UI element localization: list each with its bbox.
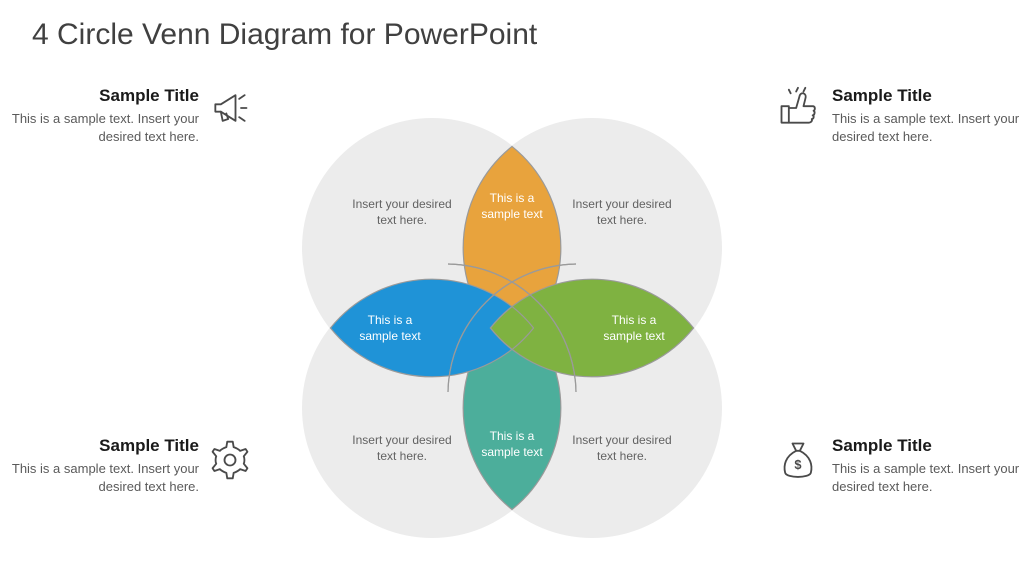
outer-bl-l1: Insert your desired xyxy=(352,433,451,447)
svg-text:sample text: sample text xyxy=(481,207,543,221)
svg-text:Insert your desired: Insert your desired xyxy=(352,433,451,447)
annotation-body: This is a sample text. Insert your desir… xyxy=(0,110,199,145)
outer-tr-l1: Insert your desired xyxy=(572,197,671,211)
slide: 4 Circle Venn Diagram for PowerPoint Sam… xyxy=(0,0,1024,576)
gear-icon xyxy=(208,438,252,482)
svg-text:Insert your desired: Insert your desired xyxy=(352,197,451,211)
outer-tl-l1: Insert your desired xyxy=(352,197,451,211)
petal-left-l1: This is a xyxy=(368,313,413,327)
annotation-body: This is a sample text. Insert your desir… xyxy=(832,460,1024,495)
petal-right-l2: sample text xyxy=(603,329,665,343)
petal-bottom-l1: This is a xyxy=(490,429,535,443)
svg-text:sample text: sample text xyxy=(603,329,665,343)
annotation-title: Sample Title xyxy=(832,86,1024,106)
thumbs-up-icon xyxy=(776,86,820,130)
annotation-top-left: Sample Title This is a sample text. Inse… xyxy=(0,86,199,145)
annotation-title: Sample Title xyxy=(0,86,199,106)
outer-bl-l2: text here. xyxy=(377,449,427,463)
annotation-top-right: Sample Title This is a sample text. Inse… xyxy=(832,86,1024,145)
slide-title: 4 Circle Venn Diagram for PowerPoint xyxy=(32,18,537,52)
svg-text:This is a: This is a xyxy=(490,429,535,443)
annotation-title: Sample Title xyxy=(832,436,1024,456)
petal-left-l2: sample text xyxy=(359,329,421,343)
svg-text:text here.: text here. xyxy=(377,449,427,463)
annotation-body: This is a sample text. Insert your desir… xyxy=(832,110,1024,145)
money-bag-icon: $ xyxy=(776,438,820,482)
venn-diagram: This is a sample text This is a sample t… xyxy=(262,78,762,576)
svg-text:text here.: text here. xyxy=(597,213,647,227)
petal-top-l1: This is a xyxy=(490,191,535,205)
megaphone-icon xyxy=(208,86,252,130)
svg-text:$: $ xyxy=(794,457,801,472)
svg-text:Insert your desired: Insert your desired xyxy=(572,433,671,447)
annotation-bottom-left: Sample Title This is a sample text. Inse… xyxy=(0,436,199,495)
svg-text:This is a: This is a xyxy=(490,191,535,205)
svg-text:This is a: This is a xyxy=(368,313,413,327)
outer-tl-l2: text here. xyxy=(377,213,427,227)
outer-br-l1: Insert your desired xyxy=(572,433,671,447)
petal-right-l1: This is a xyxy=(612,313,657,327)
svg-text:Insert your desired: Insert your desired xyxy=(572,197,671,211)
annotation-body: This is a sample text. Insert your desir… xyxy=(0,460,199,495)
svg-text:sample text: sample text xyxy=(481,445,543,459)
svg-text:This is a: This is a xyxy=(612,313,657,327)
svg-text:text here.: text here. xyxy=(377,213,427,227)
annotation-bottom-right: Sample Title This is a sample text. Inse… xyxy=(832,436,1024,495)
annotation-title: Sample Title xyxy=(0,436,199,456)
outer-tr-l2: text here. xyxy=(597,213,647,227)
outer-br-l2: text here. xyxy=(597,449,647,463)
svg-text:sample text: sample text xyxy=(359,329,421,343)
petal-top-l2: sample text xyxy=(481,207,543,221)
petal-bottom-l2: sample text xyxy=(481,445,543,459)
svg-text:text here.: text here. xyxy=(597,449,647,463)
